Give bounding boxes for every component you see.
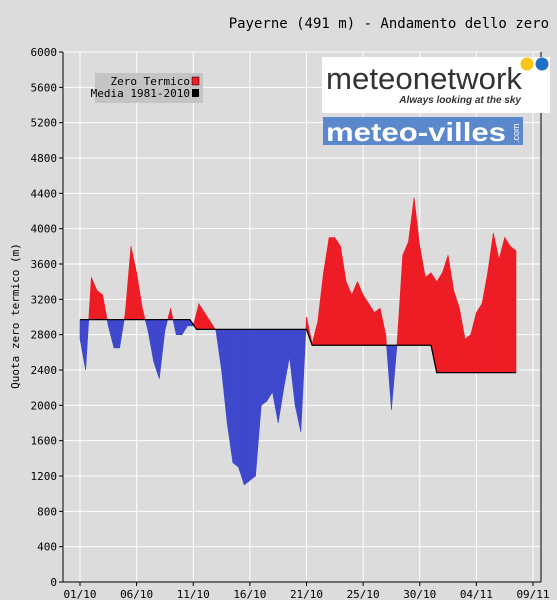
- legend: Zero Termico Media 1981-2010: [91, 73, 203, 103]
- area-below-mean: [187, 319, 191, 327]
- area-above-mean: [96, 289, 103, 320]
- area-above-mean: [510, 245, 517, 373]
- area-below-mean: [243, 329, 251, 486]
- x-tick-label: 04/11: [460, 588, 493, 600]
- x-tick-label: 06/10: [120, 588, 153, 600]
- area-below-mean: [232, 329, 239, 468]
- y-tick-label: 6000: [31, 46, 58, 59]
- area-above-mean: [328, 237, 336, 346]
- y-tick-label: 1200: [31, 470, 58, 483]
- area-below-mean: [113, 319, 120, 349]
- legend-label-zero: Zero Termico: [111, 75, 190, 88]
- area-above-mean: [476, 302, 483, 373]
- area-above-mean: [442, 255, 449, 373]
- y-tick-label: 2000: [31, 399, 58, 412]
- meteonetwork-logo: meteonetwork Always looking at the sky: [322, 57, 550, 113]
- area-above-mean: [425, 272, 432, 346]
- y-tick-label: 5600: [31, 81, 58, 94]
- meteovilles-logo-suffix: .com: [511, 123, 521, 143]
- area-below-mean: [175, 319, 183, 335]
- area-above-mean: [464, 334, 472, 373]
- axes: [62, 52, 542, 583]
- meteonetwork-tagline: Always looking at the sky: [398, 95, 521, 106]
- meteonetwork-logo-text: meteonetwork: [326, 61, 522, 96]
- area-above-mean: [334, 236, 341, 346]
- chart-areas: [79, 197, 517, 486]
- y-tick-label: 1600: [31, 435, 58, 448]
- y-tick-label: 4400: [31, 187, 58, 200]
- area-above-mean: [362, 293, 370, 346]
- area-below-mean: [249, 329, 256, 482]
- chart-title: Payerne (491 m) - Andamento dello zero: [229, 16, 549, 32]
- y-tick-label: 3600: [31, 258, 58, 271]
- y-tick-label: 2800: [31, 329, 58, 342]
- x-tick-label: 16/10: [233, 588, 266, 600]
- y-tick-label: 2400: [31, 364, 58, 377]
- legend-swatch-zero: [191, 76, 200, 86]
- y-tick-label: 4000: [31, 223, 58, 236]
- area-above-mean: [402, 241, 409, 346]
- x-tick-label: 01/10: [63, 588, 96, 600]
- x-tick-label: 30/10: [403, 588, 436, 600]
- y-tick-label: 5200: [31, 117, 58, 130]
- legend-swatch-mean: [192, 89, 199, 97]
- sky-dot-icon: [535, 57, 549, 71]
- y-tick-label: 0: [50, 576, 57, 589]
- area-above-mean: [504, 236, 511, 373]
- area-above-mean: [374, 307, 381, 346]
- x-tick-label: 21/10: [290, 588, 323, 600]
- x-tick-labels: 01/10 06/10 11/10 16/10 21/10 25/10 30/10 04/11…: [63, 582, 550, 600]
- area-below-mean: [260, 329, 268, 406]
- mean-line: [80, 318, 517, 374]
- x-tick-label: 09/11: [516, 588, 549, 600]
- area-below-mean: [266, 329, 273, 402]
- y-axis-label: Quota zero termico (m): [9, 243, 22, 389]
- x-tick-label: 11/10: [177, 588, 210, 600]
- y-tick-label: 800: [37, 505, 57, 518]
- mean-1981-2010-line: [80, 318, 517, 374]
- x-tick-label: 25/10: [347, 588, 380, 600]
- y-tick-label: 400: [37, 541, 57, 554]
- meteovilles-logo: meteo-villes .com: [323, 117, 523, 147]
- area-above-mean: [498, 237, 505, 373]
- meteovilles-logo-text: meteo-villes: [326, 117, 506, 147]
- y-tick-labels: 0 400 800 1200 1600 2000 2400 2800 3200 3600 4000 4…: [31, 46, 63, 589]
- legend-label-mean: Media 1981-2010: [91, 87, 190, 100]
- area-below-mean: [238, 329, 245, 485]
- sun-dot-icon: [520, 57, 534, 71]
- y-tick-label: 3200: [31, 293, 58, 306]
- area-above-mean: [436, 271, 443, 373]
- y-tick-label: 4800: [31, 152, 58, 165]
